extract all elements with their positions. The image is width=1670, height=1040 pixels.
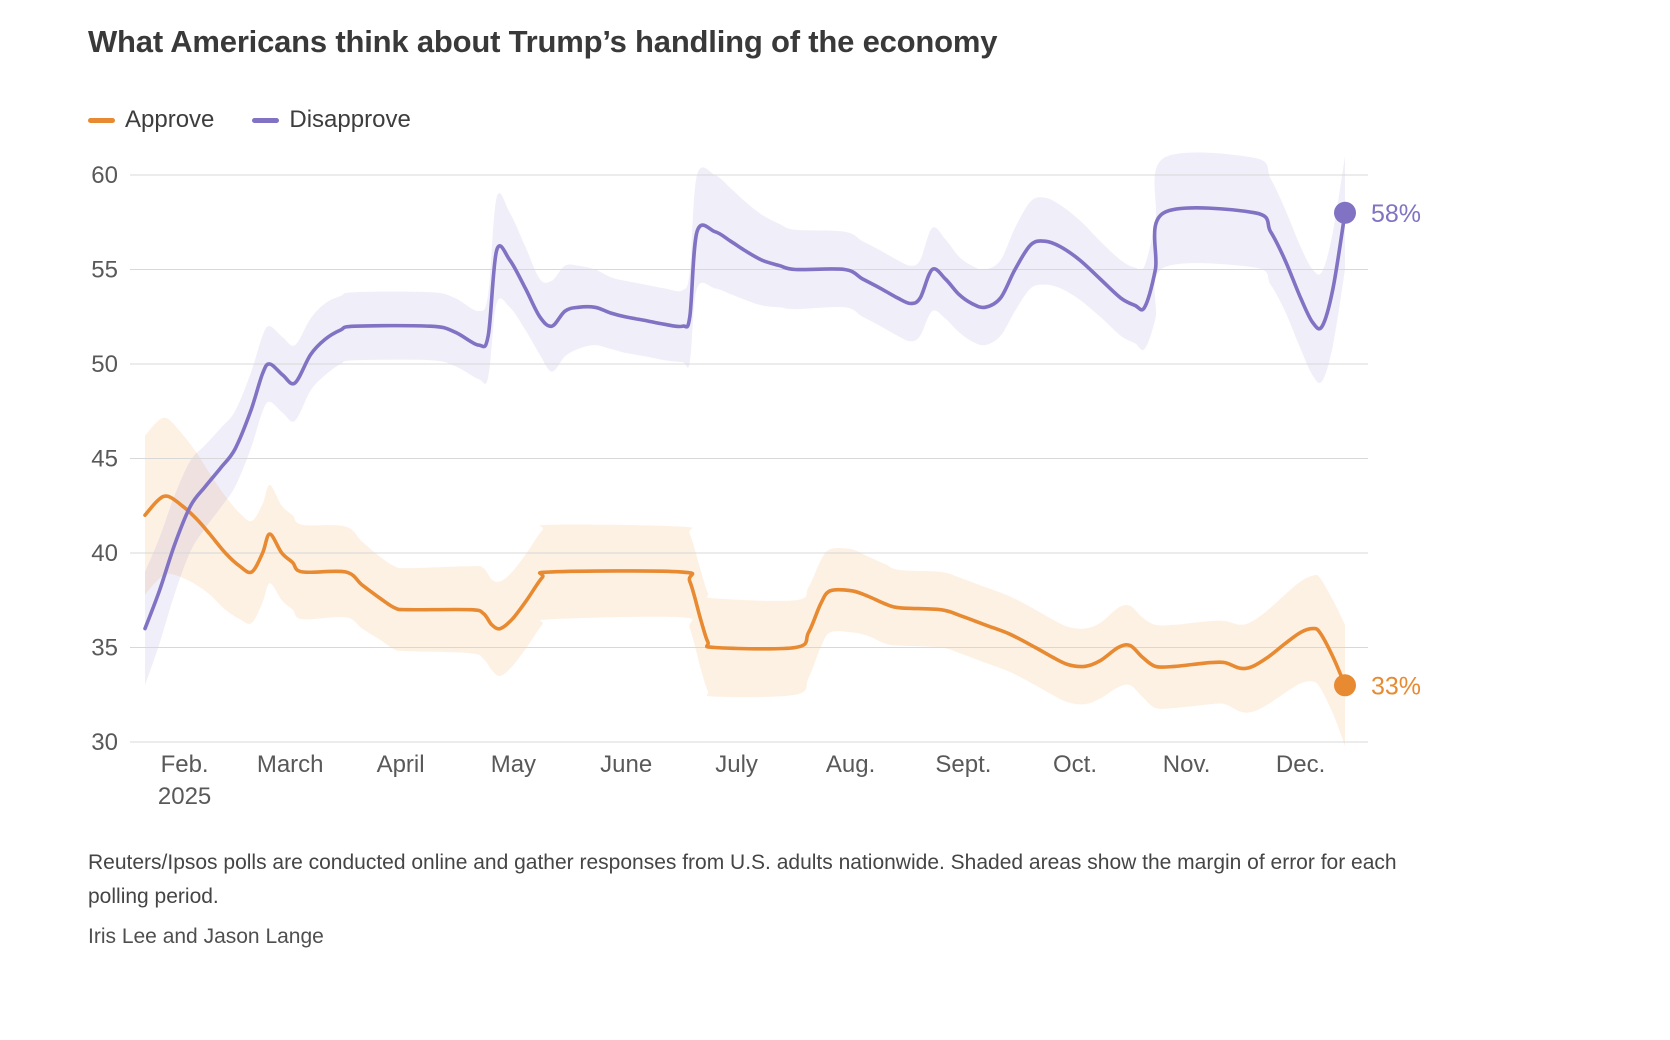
svg-text:April: April	[377, 751, 425, 778]
byline: Iris Lee and Jason Lange	[88, 925, 324, 948]
line-approve	[143, 494, 1347, 688]
approve-swatch-icon	[88, 117, 115, 123]
svg-text:Oct.: Oct.	[1053, 751, 1097, 778]
svg-text:July: July	[715, 751, 758, 778]
end-dot-disapprove	[1334, 201, 1356, 224]
svg-text:March: March	[257, 751, 324, 778]
svg-text:45: 45	[91, 446, 118, 473]
band-approve	[145, 417, 1345, 746]
line-disapprove	[143, 206, 1347, 631]
x-tick-labels: Feb. 2025 March April May June July Aug. Sept. Oc…	[158, 751, 1325, 810]
svg-text:Aug.: Aug.	[826, 751, 875, 778]
svg-text:Nov.: Nov.	[1163, 751, 1211, 778]
band-disapprove	[145, 152, 1345, 686]
legend-item-disapprove: Disapprove	[252, 106, 411, 134]
end-dot-approve	[1334, 674, 1356, 697]
svg-text:40: 40	[91, 540, 118, 567]
y-tick-labels: 60 55 50 45 40 35 30	[91, 162, 118, 756]
svg-text:June: June	[600, 751, 652, 778]
svg-text:Sept.: Sept.	[935, 751, 991, 778]
chart-legend: Approve Disapprove	[88, 106, 411, 134]
disapprove-swatch-icon	[252, 117, 280, 123]
svg-text:Feb.: Feb.	[161, 751, 209, 778]
svg-text:60: 60	[91, 162, 118, 189]
legend-item-approve: Approve	[88, 106, 214, 134]
svg-text:Dec.: Dec.	[1276, 751, 1325, 778]
svg-text:May: May	[491, 751, 536, 778]
svg-text:35: 35	[91, 635, 118, 662]
page-title: What Americans think about Trump’s handl…	[88, 24, 998, 59]
source-note: Reuters/Ipsos polls are conducted online…	[88, 851, 1397, 908]
legend-label-disapprove: Disapprove	[289, 106, 411, 133]
poll-line-chart: 60 55 50 45 40 35 30 Feb. 2025 March April May June J…	[91, 152, 1421, 810]
svg-text:55: 55	[91, 257, 118, 284]
end-label-approve: 33%	[1371, 672, 1421, 700]
end-label-disapprove: 58%	[1371, 200, 1421, 228]
svg-text:50: 50	[91, 351, 118, 378]
svg-text:30: 30	[91, 729, 118, 756]
svg-text:2025: 2025	[158, 783, 211, 810]
legend-label-approve: Approve	[125, 106, 215, 133]
